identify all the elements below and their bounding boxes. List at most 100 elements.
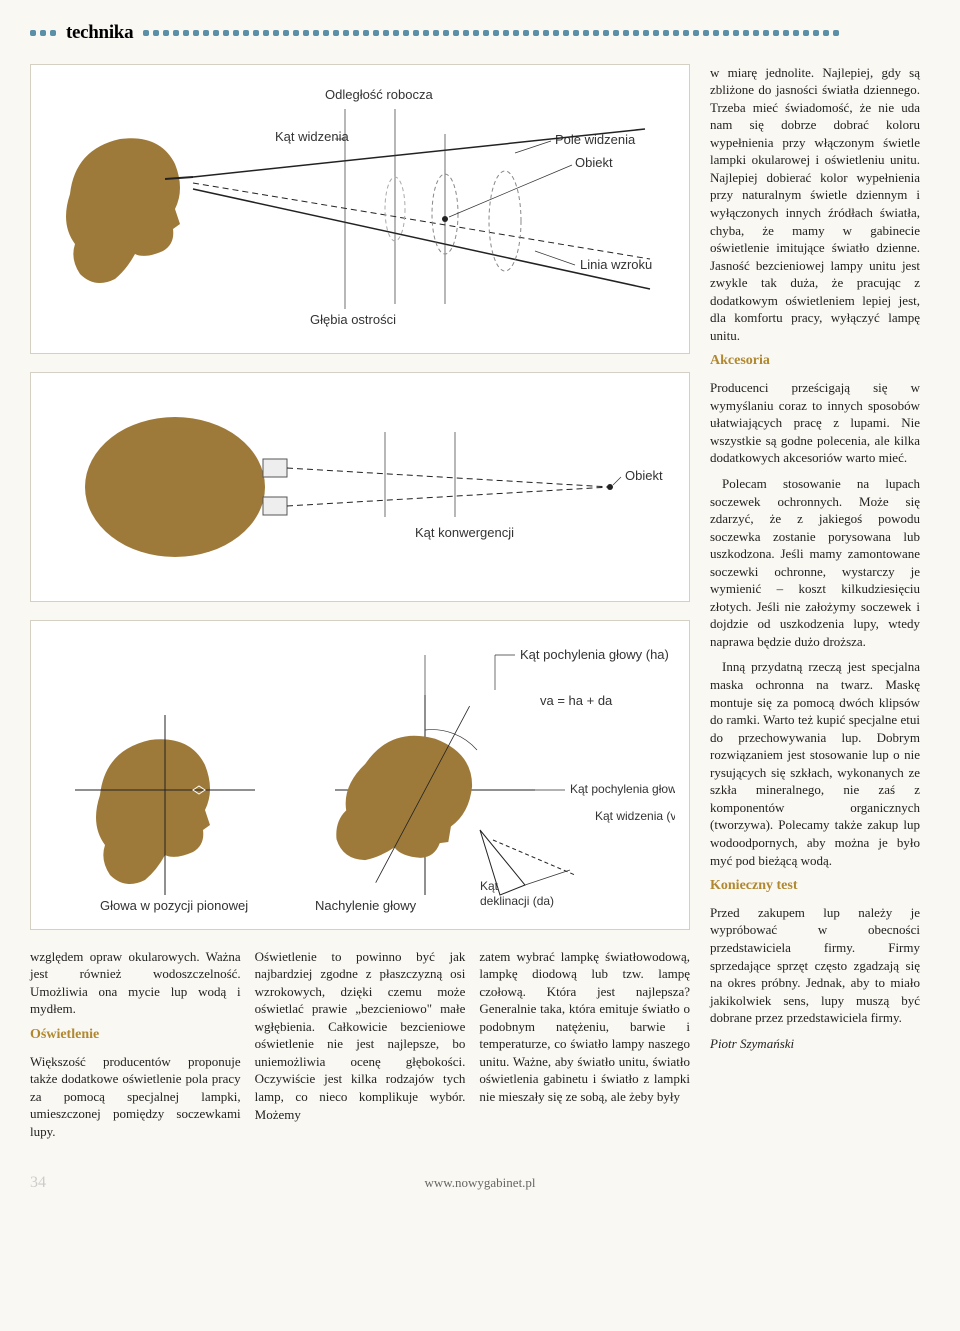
header-dot [373,30,379,36]
right-p1: w miarę jednolite. Najlepiej, gdy są zbl… [710,64,920,345]
head-silhouette-side [66,138,180,283]
page-number: 34 [30,1172,70,1194]
label-declination-l2: deklinacji (da) [480,894,554,908]
label-convergence: Kąt konwergencji [415,525,514,540]
header-dot [283,30,289,36]
label-object: Obiekt [575,155,613,170]
header-dot [643,30,649,36]
right-p2: Producenci prześcigają się w wymyślaniu … [710,379,920,467]
right-column: w miarę jednolite. Najlepiej, gdy są zbl… [710,64,920,1149]
header-dot [813,30,819,36]
header-dot [713,30,719,36]
header-dot [423,30,429,36]
header-dot [693,30,699,36]
header-dot [203,30,209,36]
header-dot [303,30,309,36]
header-dot [653,30,659,36]
col1-p2: Większość producentów proponuje także do… [30,1053,241,1141]
header-dot [783,30,789,36]
header-dot [683,30,689,36]
label-working-distance: Odległość robocza [325,87,433,102]
header-dot [633,30,639,36]
header-dot [30,30,36,36]
header-dot [733,30,739,36]
header-dot [383,30,389,36]
label-declination-l1: Kąt [480,879,499,893]
label-object2: Obiekt [625,468,663,483]
col1-p1: względem opraw okularowych. Ważna jest r… [30,948,241,1018]
header-dot [533,30,539,36]
header-dot [523,30,529,36]
header-dot [723,30,729,36]
header-dot [823,30,829,36]
label-head-tilt-2: Kąt pochylenia głowy (ha) [570,782,675,796]
header-dot [243,30,249,36]
header-dot [343,30,349,36]
header-dot [363,30,369,36]
header-dot [273,30,279,36]
header-dot [293,30,299,36]
depth-ellipse [489,171,521,271]
header-dot [393,30,399,36]
heading-lighting: Oświetlenie [30,1026,241,1045]
header-dot [583,30,589,36]
right-p5: Przed zakupem lup należy je wypróbować w… [710,904,920,1027]
sight-line [193,183,650,259]
header-dot [463,30,469,36]
diagram-head-tilt: Kąt pochylenia głowy (ha) va = ha + da [30,620,690,930]
diagram-convergence: Kąt konwergencji Obiekt [30,372,690,602]
header-dot [163,30,169,36]
object-point [442,216,448,222]
header-dot [503,30,509,36]
header-dot [473,30,479,36]
footer-url: www.nowygabinet.pl [70,1174,890,1192]
header-dot [403,30,409,36]
header-dot [673,30,679,36]
header-dot [763,30,769,36]
label-formula: va = ha + da [540,693,613,708]
header-dot [703,30,709,36]
header-dot [443,30,449,36]
diagram-field-of-view: Odległość robocza Kąt widzenia Pole widz… [30,64,690,354]
header-dot [413,30,419,36]
header-dot [213,30,219,36]
section-title: technika [66,20,133,46]
header-dot [143,30,149,36]
col3-p1: zatem wybrać lampkę światłowodową, lampk… [479,948,690,1106]
header-dot [333,30,339,36]
header-dot [233,30,239,36]
header-dot [663,30,669,36]
header-dot [793,30,799,36]
header-dot [513,30,519,36]
label-head-vertical: Głowa w pozycji pionowej [100,898,248,913]
conv-object-point [607,484,613,490]
header-dot [613,30,619,36]
header-dot [543,30,549,36]
header-dot [563,30,569,36]
lens-top [263,459,287,477]
header-dot [183,30,189,36]
label-head-tilt: Nachylenie głowy [315,898,417,913]
head-vertical [96,739,210,884]
header-dot [433,30,439,36]
head-tilted [320,712,489,893]
label-depth: Głębia ostrości [310,312,396,327]
header-dot [153,30,159,36]
conv-line-top [287,468,610,487]
header-dot [803,30,809,36]
label-head-tilt-angle: Kąt pochylenia głowy (ha) [520,647,669,662]
right-p4: Inną przydatną rzeczą jest specjalna mas… [710,658,920,869]
right-p3: Polecam stosowanie na lupach soczewek oc… [710,475,920,650]
heading-test: Konieczny test [710,877,920,896]
header-dot [263,30,269,36]
header-dot [753,30,759,36]
header-dot [493,30,499,36]
col2-p1: Oświetlenie to powinno być jak najbardzi… [255,948,466,1123]
label-view-angle-va: Kąt widzenia (va) [595,809,675,823]
header-dot [50,30,56,36]
header-dot [40,30,46,36]
header-dot [603,30,609,36]
conv-line-bottom [287,487,610,506]
author: Piotr Szymański [710,1035,920,1053]
header-dot [483,30,489,36]
